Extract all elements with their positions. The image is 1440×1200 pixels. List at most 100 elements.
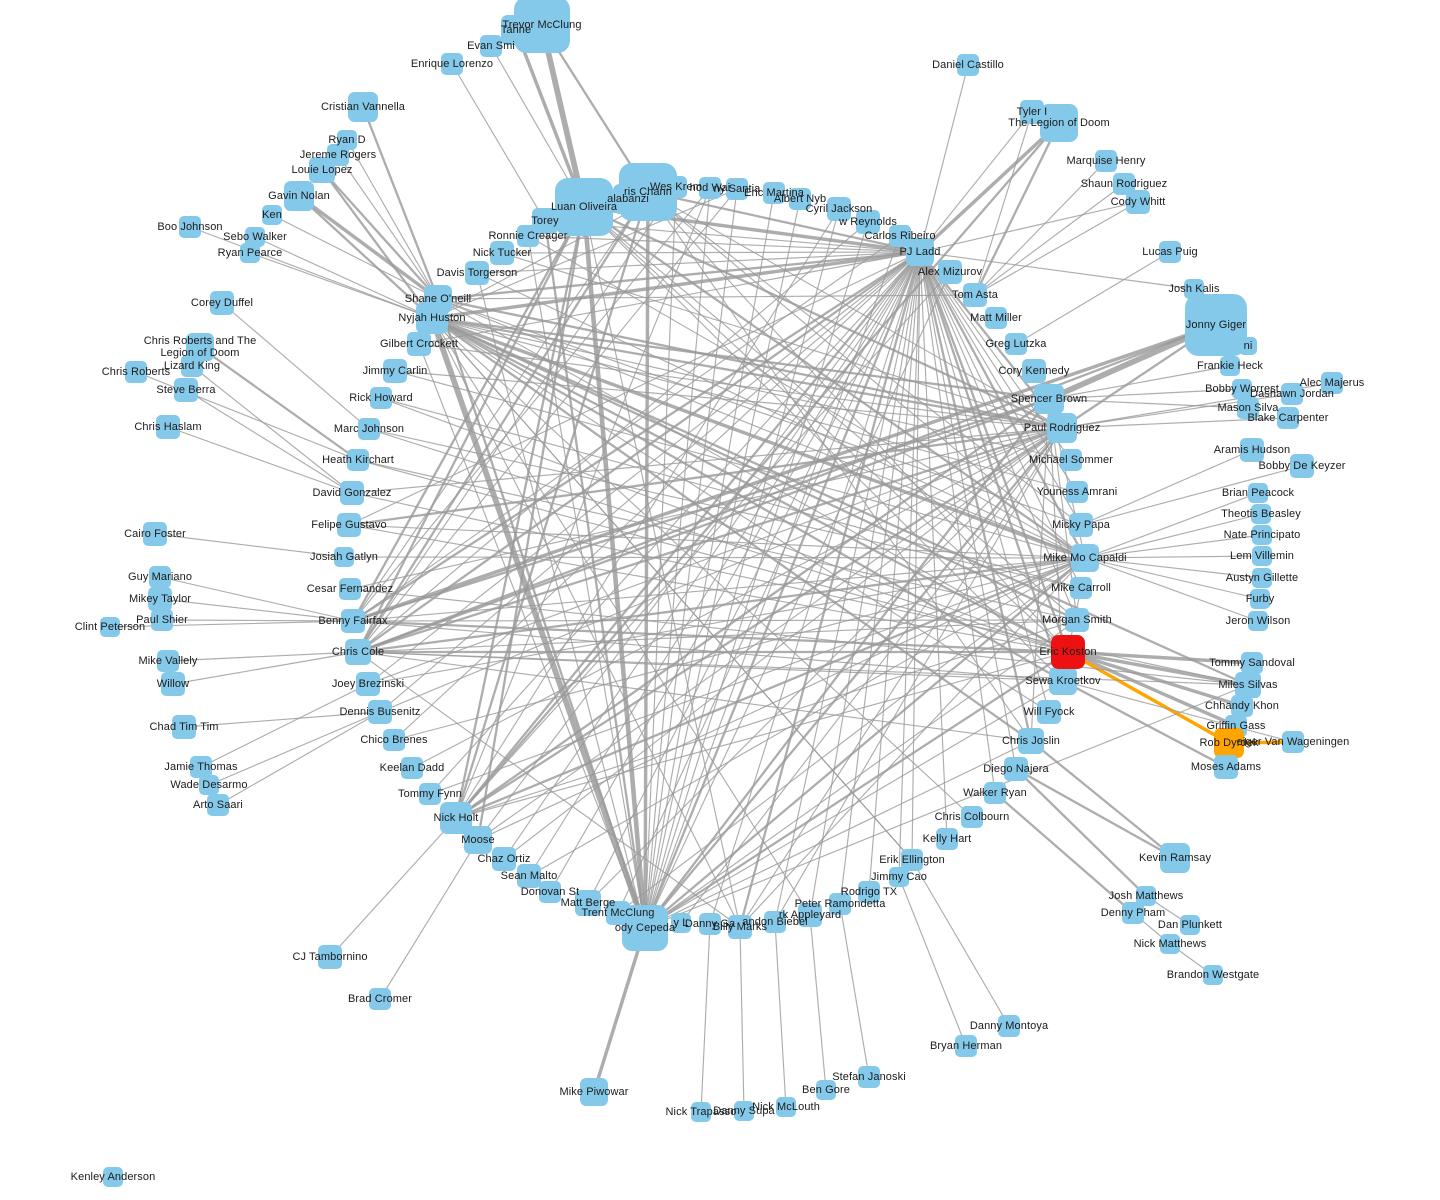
- graph-node-tommyf[interactable]: [419, 783, 441, 805]
- graph-node-nyjah[interactable]: [416, 302, 448, 334]
- graph-node-donovan[interactable]: [539, 881, 561, 903]
- graph-node-shaunr[interactable]: [1113, 173, 1135, 195]
- graph-node-pauls[interactable]: [151, 609, 173, 631]
- graph-node-tanne[interactable]: [501, 15, 531, 45]
- graph-node-brandonw[interactable]: [1203, 965, 1223, 985]
- graph-node-benny[interactable]: [341, 609, 365, 633]
- graph-node-rickh[interactable]: [370, 387, 392, 409]
- graph-node-chrisrob[interactable]: [125, 361, 147, 383]
- graph-node-tomasta[interactable]: [963, 283, 987, 307]
- graph-node-aramis[interactable]: [1240, 438, 1264, 462]
- graph-node-ryanp[interactable]: [240, 243, 260, 263]
- graph-node-joslin[interactable]: [1018, 728, 1044, 754]
- graph-node-ronnie[interactable]: [517, 225, 539, 247]
- graph-node-bobbyd[interactable]: [1290, 454, 1314, 478]
- graph-node-codyc[interactable]: [622, 905, 668, 951]
- graph-node-appleyard[interactable]: [798, 903, 822, 927]
- graph-node-chadtt[interactable]: [172, 715, 196, 739]
- graph-node-josiah[interactable]: [334, 547, 354, 567]
- graph-node-carroll[interactable]: [1070, 577, 1092, 599]
- graph-node-steveb[interactable]: [174, 378, 198, 402]
- graph-node-micky[interactable]: [1069, 513, 1093, 537]
- graph-node-diego[interactable]: [1004, 757, 1028, 781]
- graph-node-jonny[interactable]: [1185, 294, 1247, 356]
- graph-node-mikev[interactable]: [157, 650, 179, 672]
- graph-node-eiger[interactable]: [1282, 731, 1304, 753]
- graph-node-sebo[interactable]: [245, 227, 265, 247]
- graph-node-cesarf[interactable]: [339, 578, 361, 600]
- graph-node-bradc[interactable]: [369, 988, 391, 1010]
- graph-node-cj[interactable]: [318, 945, 342, 969]
- graph-node-clint[interactable]: [100, 617, 120, 637]
- graph-node-yl[interactable]: [671, 913, 691, 933]
- graph-node-koston[interactable]: [1051, 635, 1085, 669]
- graph-node-bobbyw[interactable]: [1232, 379, 1252, 399]
- graph-node-stefan[interactable]: [858, 1066, 880, 1088]
- graph-node-seanm[interactable]: [517, 864, 541, 888]
- graph-node-dennisb[interactable]: [368, 700, 392, 724]
- graph-node-erike[interactable]: [901, 849, 923, 871]
- graph-node-alabanzi[interactable]: [613, 184, 643, 214]
- graph-node-joeyb[interactable]: [356, 672, 380, 696]
- graph-node-keelan[interactable]: [401, 757, 423, 779]
- graph-node-chico[interactable]: [383, 729, 405, 751]
- graph-node-joshm[interactable]: [1136, 886, 1156, 906]
- graph-node-cairo[interactable]: [143, 522, 167, 546]
- graph-node-nicktrap[interactable]: [691, 1102, 711, 1122]
- graph-node-alec[interactable]: [1321, 372, 1343, 394]
- graph-node-coreyd[interactable]: [210, 291, 234, 315]
- graph-node-carlosr[interactable]: [889, 225, 911, 247]
- graph-node-biebel[interactable]: [764, 911, 786, 933]
- graph-node-chhandy[interactable]: [1231, 695, 1253, 717]
- graph-node-mikeyt[interactable]: [148, 587, 172, 611]
- graph-node-alexm[interactable]: [938, 260, 962, 284]
- graph-node-cyril[interactable]: [827, 197, 851, 221]
- graph-node-dannym[interactable]: [998, 1015, 1020, 1037]
- graph-node-ericmar[interactable]: [763, 182, 785, 204]
- graph-node-beng[interactable]: [816, 1080, 836, 1100]
- graph-node-willf[interactable]: [1037, 700, 1061, 724]
- graph-node-mason[interactable]: [1237, 397, 1259, 419]
- graph-node-daniel[interactable]: [957, 54, 979, 76]
- graph-node-davist[interactable]: [465, 261, 489, 285]
- graph-node-nickmcl[interactable]: [776, 1097, 796, 1117]
- graph-node-arto[interactable]: [207, 794, 229, 816]
- graph-node-gilbert[interactable]: [407, 332, 431, 356]
- graph-node-colbourn[interactable]: [961, 806, 983, 828]
- graph-node-moses[interactable]: [1214, 755, 1238, 779]
- graph-node-sewa[interactable]: [1049, 667, 1077, 695]
- graph-node-ishod[interactable]: [699, 177, 721, 199]
- graph-node-gavin[interactable]: [284, 181, 314, 211]
- graph-node-louie[interactable]: [309, 157, 335, 183]
- graph-node-prod[interactable]: [1047, 413, 1077, 443]
- graph-node-coryk[interactable]: [1022, 359, 1046, 383]
- graph-node-kenley[interactable]: [103, 1167, 123, 1187]
- graph-node-theotis[interactable]: [1251, 504, 1271, 524]
- graph-node-guym[interactable]: [149, 566, 171, 588]
- graph-node-dashawn[interactable]: [1281, 383, 1303, 405]
- graph-node-chaz[interactable]: [492, 847, 516, 871]
- graph-node-nickm[interactable]: [1160, 934, 1180, 954]
- graph-node-davidg[interactable]: [340, 481, 364, 505]
- graph-node-felipe[interactable]: [337, 513, 361, 537]
- graph-node-lucas[interactable]: [1159, 241, 1181, 263]
- graph-node-kellyh[interactable]: [936, 828, 958, 850]
- graph-node-wade[interactable]: [199, 775, 219, 795]
- graph-node-enrique[interactable]: [441, 53, 463, 75]
- graph-node-msommer[interactable]: [1060, 449, 1082, 471]
- graph-node-boo[interactable]: [179, 216, 201, 238]
- graph-node-codyw[interactable]: [1126, 190, 1150, 214]
- graph-node-dyrdek[interactable]: [1214, 728, 1244, 758]
- graph-node-youness[interactable]: [1066, 481, 1088, 503]
- graph-node-peterram[interactable]: [829, 893, 851, 915]
- graph-node-jimmycao[interactable]: [889, 867, 909, 887]
- graph-node-austyn[interactable]: [1252, 568, 1272, 588]
- graph-node-jamiet[interactable]: [190, 756, 212, 778]
- graph-node-lem[interactable]: [1252, 546, 1272, 566]
- graph-node-cristian[interactable]: [348, 92, 378, 122]
- graph-node-greg[interactable]: [1005, 333, 1027, 355]
- graph-node-bryanh[interactable]: [955, 1035, 977, 1057]
- graph-node-marquise[interactable]: [1095, 150, 1117, 172]
- graph-node-cole[interactable]: [345, 639, 371, 665]
- graph-node-billym[interactable]: [728, 915, 752, 939]
